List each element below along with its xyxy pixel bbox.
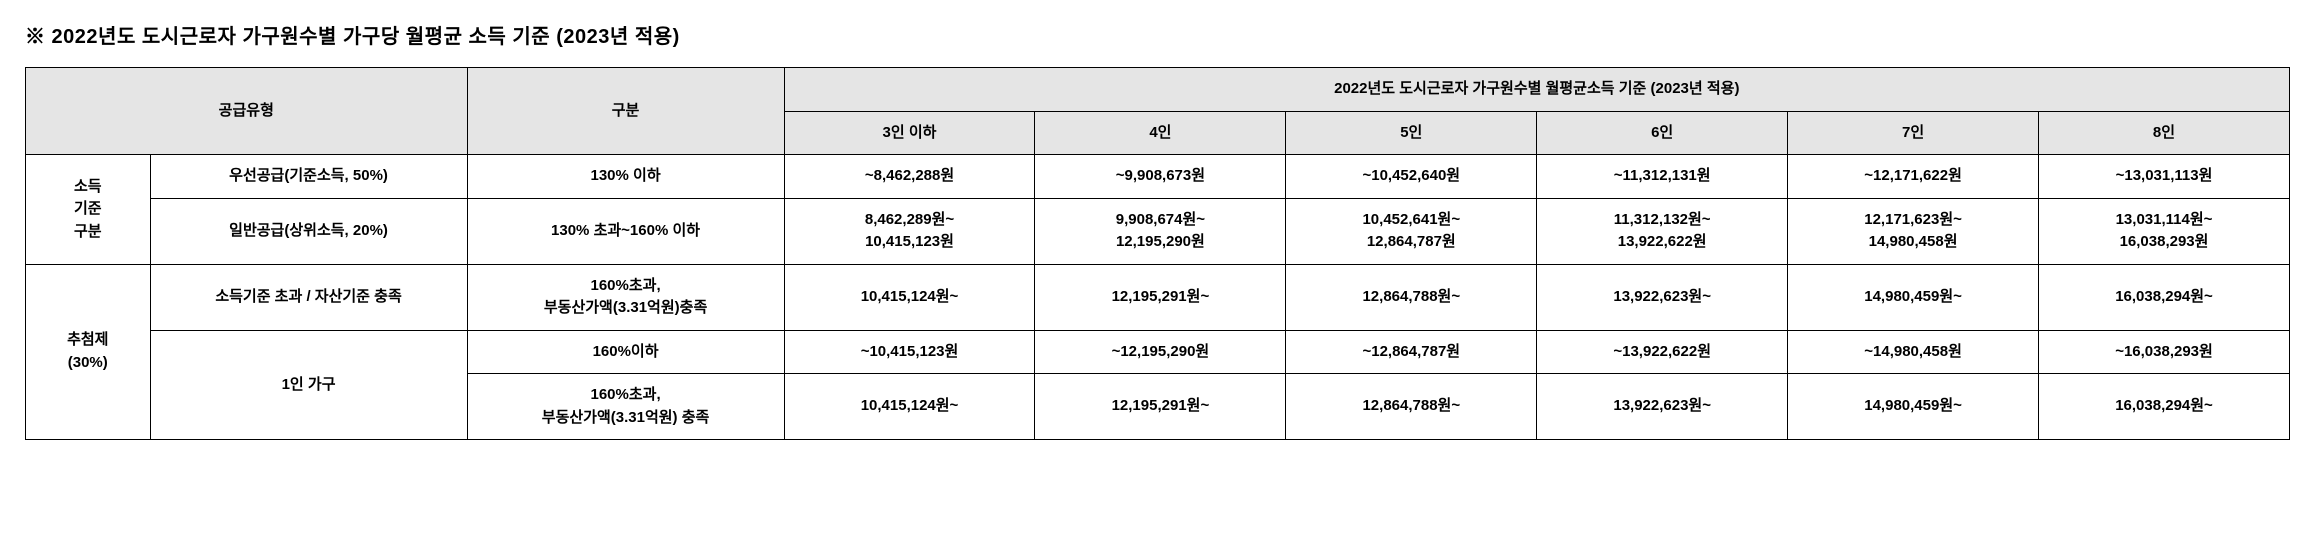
header-col-5: 5인 [1286, 111, 1537, 155]
table-row: 추첨제(30%) 소득기준 초과 / 자산기준 충족 160%초과,부동산가액(… [26, 264, 2290, 330]
header-col-4: 4인 [1035, 111, 1286, 155]
cell-value: ~12,864,787원 [1286, 330, 1537, 374]
cell-value: ~13,922,622원 [1537, 330, 1788, 374]
cell-value: ~8,462,288원 [784, 155, 1035, 199]
cell-value: 13,922,623원~ [1537, 374, 1788, 440]
row-label: 일반공급(상위소득, 20%) [150, 198, 467, 264]
lottery-category: 추첨제(30%) [26, 264, 151, 440]
cell-gubun: 160%초과,부동산가액(3.31억원)충족 [467, 264, 784, 330]
cell-value: ~9,908,673원 [1035, 155, 1286, 199]
cell-value: ~11,312,131원 [1537, 155, 1788, 199]
cell-value: 9,908,674원~12,195,290원 [1035, 198, 1286, 264]
header-supply-type: 공급유형 [26, 68, 468, 155]
cell-value: 12,195,291원~ [1035, 264, 1286, 330]
cell-value: 12,171,623원~14,980,458원 [1788, 198, 2039, 264]
cell-value: ~10,452,640원 [1286, 155, 1537, 199]
cell-value: 12,864,788원~ [1286, 374, 1537, 440]
cell-gubun: 130% 초과~160% 이하 [467, 198, 784, 264]
cell-value: 10,415,124원~ [784, 374, 1035, 440]
header-col-6: 6인 [1537, 111, 1788, 155]
cell-value: 13,922,623원~ [1537, 264, 1788, 330]
table-row: 소득기준구분 우선공급(기준소득, 50%) 130% 이하 ~8,462,28… [26, 155, 2290, 199]
header-col-8: 8인 [2039, 111, 2290, 155]
cell-value: 12,195,291원~ [1035, 374, 1286, 440]
cell-value: ~13,031,113원 [2039, 155, 2290, 199]
row-label: 1인 가구 [150, 330, 467, 440]
cell-value: 10,452,641원~12,864,787원 [1286, 198, 1537, 264]
income-table: 공급유형 구분 2022년도 도시근로자 가구원수별 월평균소득 기준 (202… [25, 67, 2290, 440]
cell-value: 14,980,459원~ [1788, 374, 2039, 440]
header-col-3: 3인 이하 [784, 111, 1035, 155]
cell-value: 8,462,289원~10,415,123원 [784, 198, 1035, 264]
cell-value: ~16,038,293원 [2039, 330, 2290, 374]
cell-value: 16,038,294원~ [2039, 374, 2290, 440]
cell-value: 11,312,132원~13,922,622원 [1537, 198, 1788, 264]
row-label: 소득기준 초과 / 자산기준 충족 [150, 264, 467, 330]
cell-value: 14,980,459원~ [1788, 264, 2039, 330]
cell-value: 16,038,294원~ [2039, 264, 2290, 330]
cell-value: ~14,980,458원 [1788, 330, 2039, 374]
cell-value: 12,864,788원~ [1286, 264, 1537, 330]
cell-gubun: 160%이하 [467, 330, 784, 374]
table-row: 일반공급(상위소득, 20%) 130% 초과~160% 이하 8,462,28… [26, 198, 2290, 264]
cell-value: ~12,195,290원 [1035, 330, 1286, 374]
cell-gubun: 130% 이하 [467, 155, 784, 199]
cell-value: 13,031,114원~16,038,293원 [2039, 198, 2290, 264]
row-label: 우선공급(기준소득, 50%) [150, 155, 467, 199]
cell-value: ~10,415,123원 [784, 330, 1035, 374]
table-row: 1인 가구 160%이하 ~10,415,123원 ~12,195,290원 ~… [26, 330, 2290, 374]
income-category: 소득기준구분 [26, 155, 151, 265]
header-gubun: 구분 [467, 68, 784, 155]
cell-value: ~12,171,622원 [1788, 155, 2039, 199]
cell-gubun: 160%초과,부동산가액(3.31억원) 충족 [467, 374, 784, 440]
header-col-7: 7인 [1788, 111, 2039, 155]
header-span-title: 2022년도 도시근로자 가구원수별 월평균소득 기준 (2023년 적용) [784, 68, 2289, 112]
cell-value: 10,415,124원~ [784, 264, 1035, 330]
page-title: ※ 2022년도 도시근로자 가구원수별 가구당 월평균 소득 기준 (2023… [25, 20, 2290, 49]
